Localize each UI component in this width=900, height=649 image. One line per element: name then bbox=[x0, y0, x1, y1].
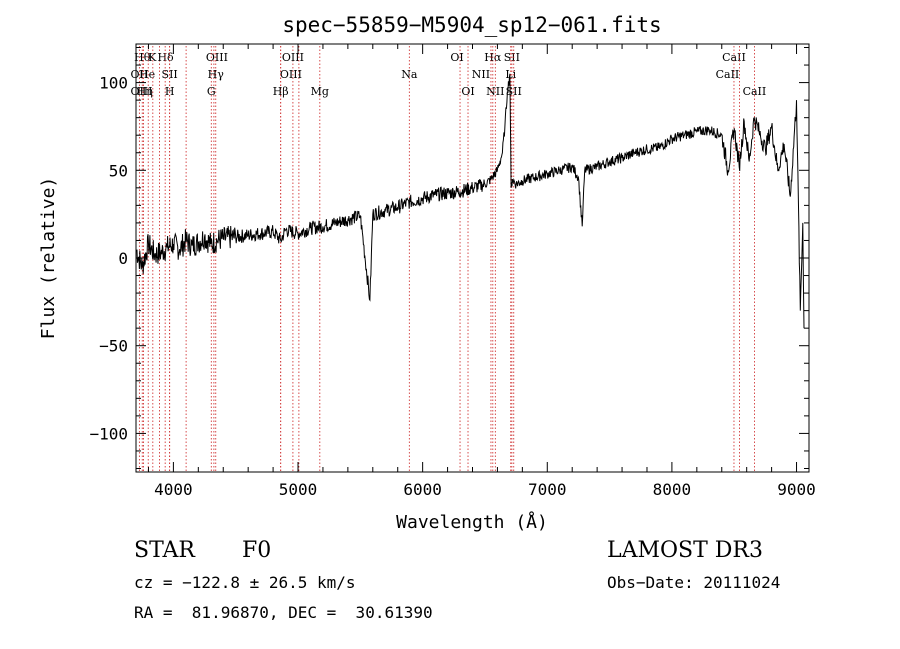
x-tick-label: 6000 bbox=[403, 480, 442, 499]
x-tick-label: 8000 bbox=[653, 480, 692, 499]
y-tick-label: 100 bbox=[99, 74, 128, 93]
x-tick-label: 5000 bbox=[279, 480, 318, 499]
line-label: CaII bbox=[716, 68, 740, 81]
line-label: H bbox=[165, 85, 175, 98]
line-label: NII bbox=[472, 68, 490, 81]
object-subclass: F0 bbox=[242, 538, 272, 563]
line-label: SII bbox=[504, 51, 520, 64]
line-label: Hη bbox=[137, 85, 153, 98]
axis-ticks: 4000 5000 6000 7000 8000 9000 −100 −50 0 50 100 bbox=[89, 44, 816, 499]
redshift-velocity: cz = −122.8 ± 26.5 km/s bbox=[134, 573, 356, 592]
line-label: Li bbox=[505, 68, 516, 81]
line-label: OIII bbox=[282, 51, 304, 64]
line-label: CaII bbox=[743, 85, 767, 98]
survey-name: LAMOST DR3 bbox=[607, 538, 763, 563]
line-label: NII bbox=[486, 85, 504, 98]
line-label: OIII bbox=[206, 51, 228, 64]
line-label: Hθ bbox=[134, 51, 151, 64]
line-label: CaII bbox=[722, 51, 746, 64]
x-tick-label: 9000 bbox=[777, 480, 816, 499]
plot-frame bbox=[135, 43, 810, 473]
y-tick-label: 50 bbox=[109, 161, 128, 180]
line-label: Hα bbox=[484, 51, 502, 64]
line-label: Na bbox=[401, 68, 418, 81]
line-label: Hγ bbox=[208, 68, 225, 81]
x-axis-label: Wavelength (Å) bbox=[396, 511, 548, 533]
line-label: OI bbox=[450, 51, 463, 64]
line-label: Hδ bbox=[157, 51, 174, 64]
line-label: Mg bbox=[311, 85, 329, 98]
line-label: G bbox=[207, 85, 216, 98]
chart-title: spec−55859−M5904_sp12−061.fits bbox=[282, 13, 661, 37]
x-tick-label: 4000 bbox=[154, 480, 193, 499]
y-tick-label: −100 bbox=[89, 424, 128, 443]
line-label: OIII bbox=[280, 68, 302, 81]
object-class: STAR bbox=[134, 538, 195, 563]
sky-coordinates: RA = 81.96870, DEC = 30.61390 bbox=[134, 603, 433, 622]
observation-date: Obs−Date: 20111024 bbox=[607, 573, 781, 592]
y-axis-label: Flux (relative) bbox=[38, 177, 59, 340]
line-label: OI bbox=[461, 85, 474, 98]
x-tick-label: 7000 bbox=[528, 480, 567, 499]
y-tick-label: 0 bbox=[118, 249, 128, 268]
spectrum-line bbox=[135, 73, 805, 329]
y-tick-label: −50 bbox=[99, 337, 128, 356]
line-label: Hβ bbox=[273, 85, 289, 98]
